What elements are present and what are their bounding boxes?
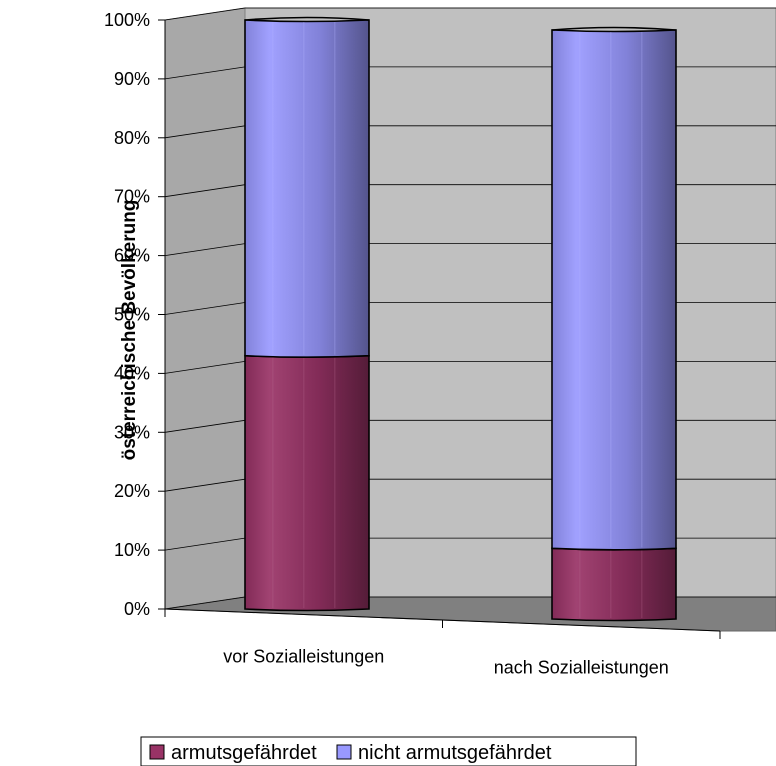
y-tick-label: 60% (114, 246, 150, 266)
y-tick-label: 100% (104, 10, 150, 30)
gridline (164, 7, 776, 21)
y-tick-label: 0% (124, 599, 150, 619)
category-label: vor Sozialleistungen (223, 647, 384, 667)
category-label: nach Sozialleistungen (494, 658, 669, 678)
y-tick-labels: 0% 10% 20% 30% 40% 50% 60% 70% 80% 90% 100% (104, 10, 150, 619)
bars (244, 16, 677, 622)
legend-swatch-armutsgefaehrdet (149, 744, 165, 760)
y-tick-label: 40% (114, 363, 150, 383)
legend: armutsgefährdet nicht armutsgefährdet (140, 736, 637, 766)
y-tick-label: 10% (114, 540, 150, 560)
bar-segment (244, 354, 370, 612)
y-tick-label: 70% (114, 187, 150, 207)
y-tick-label: 20% (114, 481, 150, 501)
bar-stack (244, 16, 370, 612)
category-labels: vor Sozialleistungen nach Sozialleistunge… (223, 647, 669, 678)
y-tick-label: 30% (114, 422, 150, 442)
y-tick-label: 90% (114, 69, 150, 89)
bar-cap (244, 16, 370, 21)
legend-label-nicht-armutsgefaehrdet: nicht armutsgefährdet (358, 742, 552, 764)
y-tick-label: 80% (114, 128, 150, 148)
legend-swatch-nicht-armutsgefaehrdet (336, 744, 352, 760)
bar-segment (551, 547, 677, 622)
bar-segment (551, 29, 677, 551)
y-tick-label: 50% (114, 305, 150, 325)
legend-box (140, 736, 637, 766)
axes (158, 19, 721, 639)
y-axis-title: österreichische Bevölkerung (119, 200, 140, 461)
bar-stack (551, 26, 677, 622)
legend-label-armutsgefaehrdet: armutsgefährdet (171, 742, 317, 764)
bar-segment (244, 19, 370, 359)
bar-cap (551, 26, 677, 31)
